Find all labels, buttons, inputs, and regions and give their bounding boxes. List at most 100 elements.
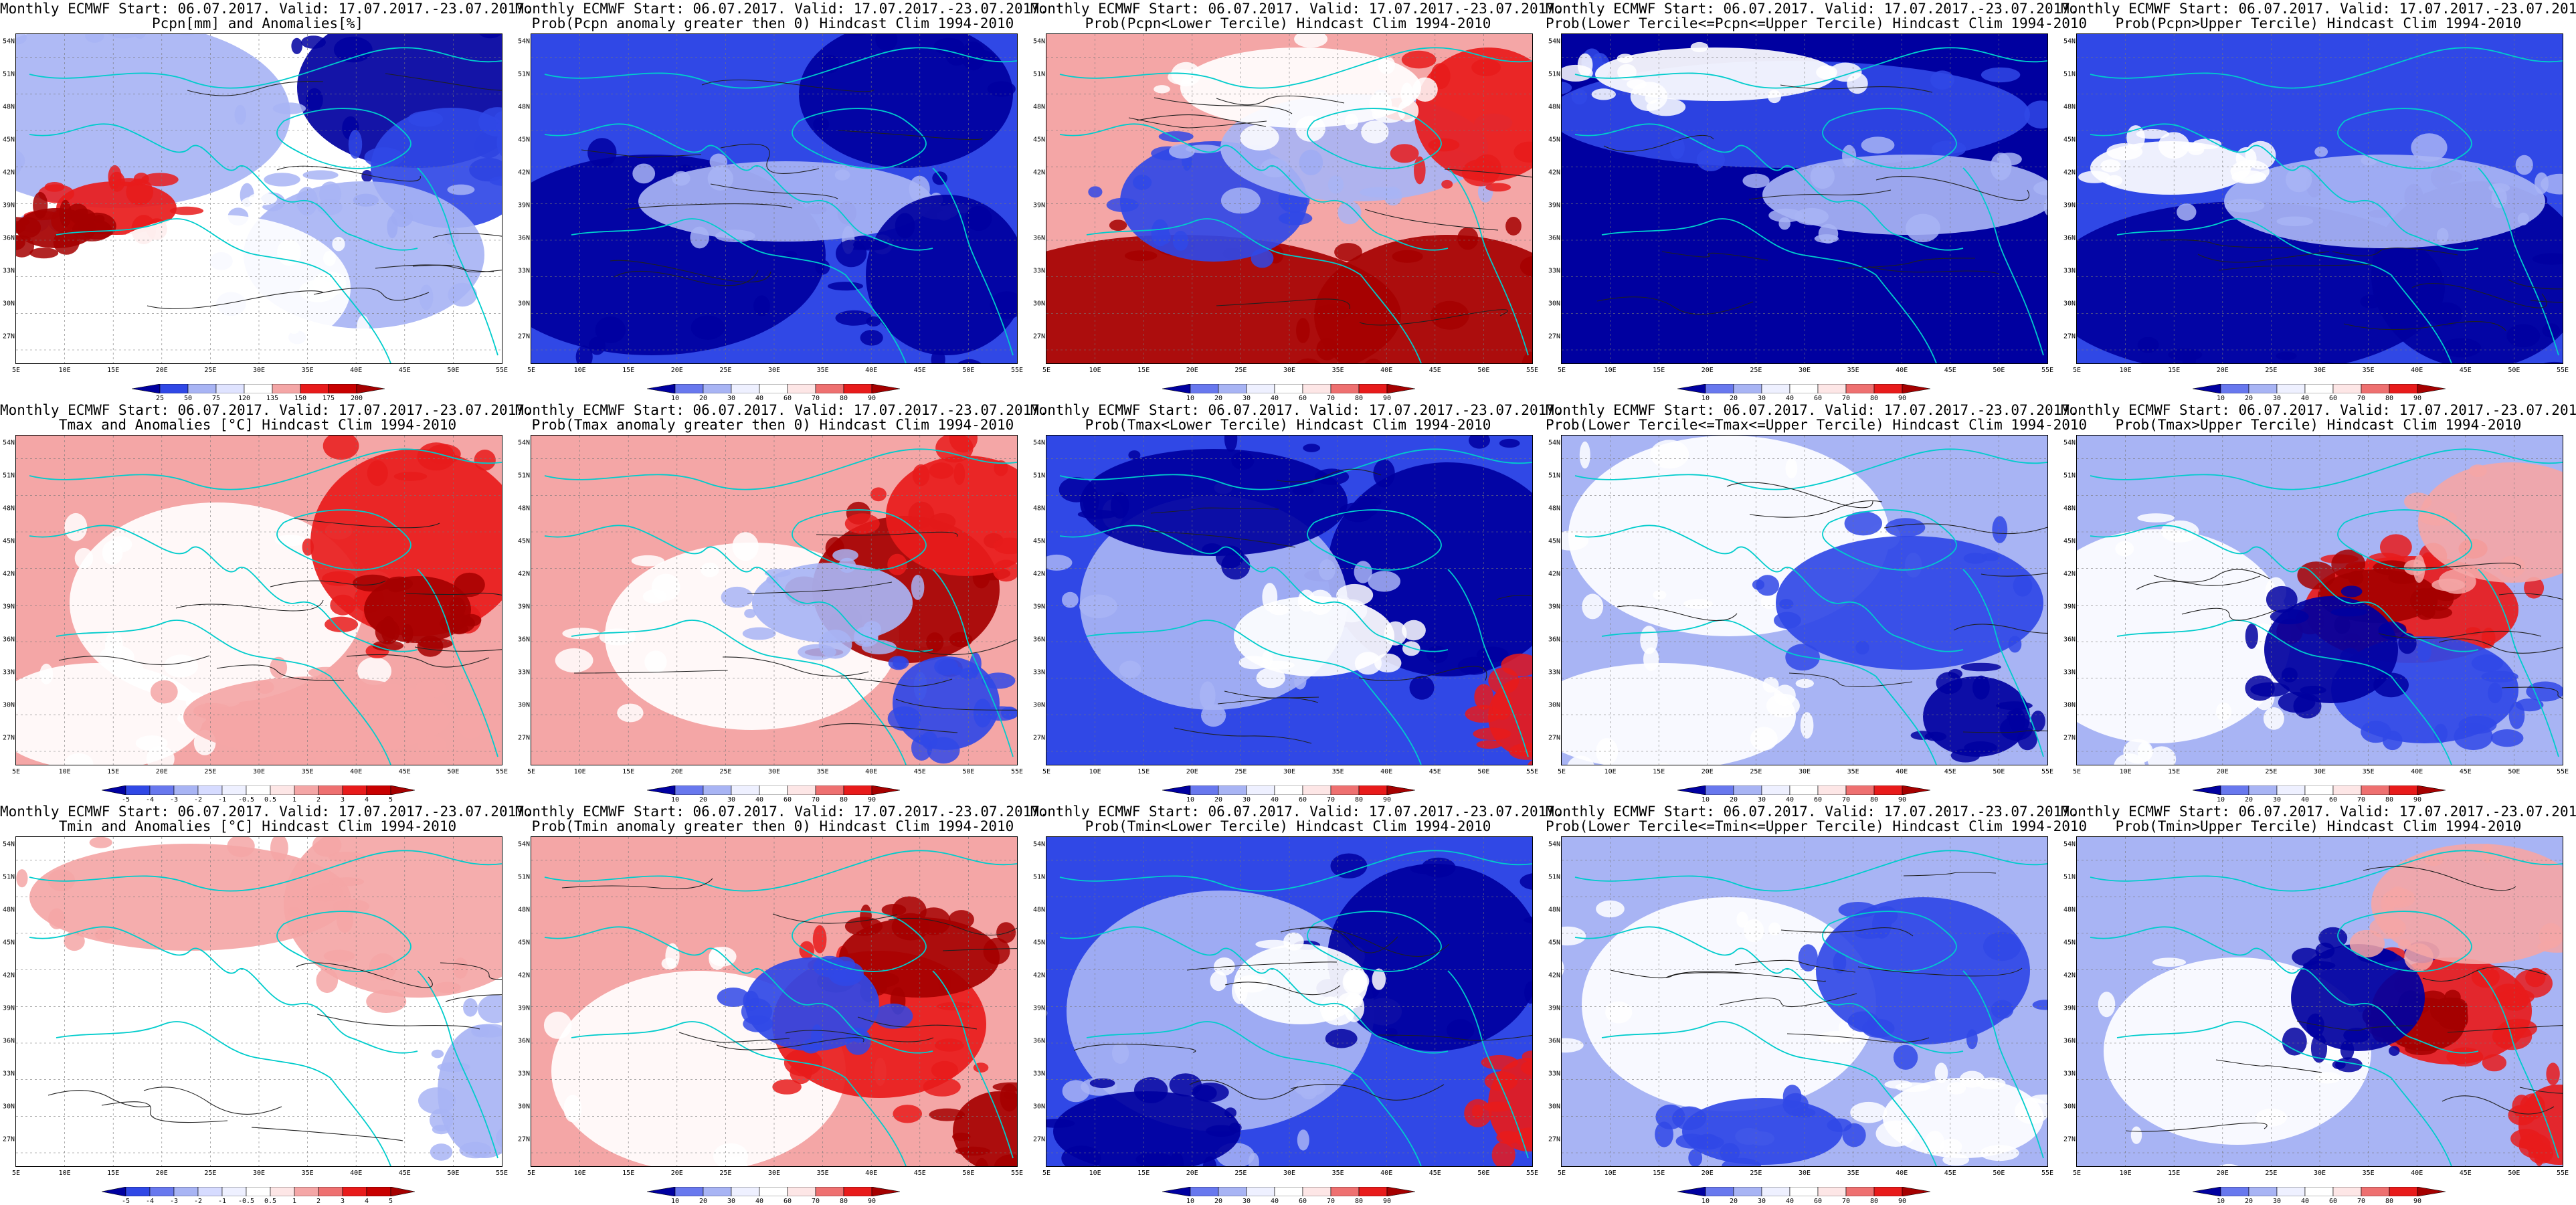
panel-title-line2: Prob(Tmax>Upper Tercile) Hindcast Clim 1… xyxy=(2061,418,2576,433)
lon-tick-label: 5E xyxy=(527,768,535,775)
lon-tick-label: 20E xyxy=(2217,768,2229,775)
lat-tick-label: 54N xyxy=(2061,440,2076,447)
colorbar xyxy=(1162,785,1415,795)
lon-tick-label: 45E xyxy=(914,768,926,775)
lon-tick-label: 5E xyxy=(1558,1170,1566,1177)
lat-tick-label: 36N xyxy=(1030,636,1045,644)
colorbar-swatch xyxy=(2417,384,2446,393)
colorbar-swatches xyxy=(2193,1187,2446,1196)
colorbar-swatch xyxy=(2193,384,2221,393)
panel-title-line1: Monthly ECMWF Start: 06.07.2017. Valid: … xyxy=(515,804,1030,820)
colorbar-swatch xyxy=(1706,1187,1734,1196)
lat-tick-label: 45N xyxy=(515,538,530,545)
lat-tick-label: 51N xyxy=(1546,874,1560,881)
colorbar-swatch xyxy=(1818,384,1846,393)
colorbar-swatch xyxy=(1247,1187,1275,1196)
lat-tick-label: 33N xyxy=(2061,268,2076,275)
colorbar-swatch xyxy=(1275,384,1303,393)
lon-tick-label: 15E xyxy=(2168,1170,2180,1177)
lon-tick-label: 20E xyxy=(671,768,683,775)
lat-tick-label: 36N xyxy=(1546,235,1560,242)
colorbar-label: 30 xyxy=(727,1198,735,1205)
colorbar-label: 30 xyxy=(1243,1198,1251,1205)
lon-tick-label: 5E xyxy=(12,367,20,374)
lat-tick-label: 51N xyxy=(1030,874,1045,881)
lon-tick-label: 35E xyxy=(1332,367,1344,374)
panel-title-line2: Prob(Pcpn anomaly greater then 0) Hindca… xyxy=(515,16,1030,31)
colorbar-label: 10 xyxy=(671,1198,679,1205)
lon-tick-label: 25E xyxy=(719,768,731,775)
lat-tick-label: 33N xyxy=(515,1071,530,1078)
lat-tick-label: 33N xyxy=(1030,1071,1045,1078)
lon-tick-label: 55E xyxy=(2041,1170,2053,1177)
lat-tick-label: 27N xyxy=(515,735,530,742)
lat-tick-label: 51N xyxy=(1546,472,1560,480)
lat-tick-label: 27N xyxy=(515,333,530,341)
lon-tick-label: 20E xyxy=(671,1170,683,1177)
panel-title-line1: Monthly ECMWF Start: 06.07.2017. Valid: … xyxy=(1546,403,2061,418)
map-plot xyxy=(15,435,502,765)
colorbar-label: 80 xyxy=(840,1198,848,1205)
lon-tick-label: 55E xyxy=(1526,1170,1538,1177)
lat-tick-label: 36N xyxy=(515,636,530,644)
colorbar-label: 60 xyxy=(784,1198,792,1205)
colorbar-label: 20 xyxy=(1730,1198,1738,1205)
colorbar-label: 40 xyxy=(1786,1198,1794,1205)
colorbar xyxy=(132,384,385,393)
lat-tick-label: 39N xyxy=(0,1005,15,1012)
lat-tick-label: 51N xyxy=(1030,71,1045,78)
lon-tick-label: 40E xyxy=(1896,768,1908,775)
colorbar-swatch xyxy=(816,785,844,795)
lon-tick-label: 30E xyxy=(1283,367,1295,374)
lat-tick-label: 42N xyxy=(2061,972,2076,980)
colorbar-label: 90 xyxy=(1898,1198,1906,1205)
colorbar-label: 30 xyxy=(2273,1198,2281,1205)
lat-tick-label: 30N xyxy=(1546,1103,1560,1111)
colorbar-swatch xyxy=(2221,1187,2249,1196)
map-field xyxy=(16,837,502,1166)
lon-tick-label: 10E xyxy=(574,768,586,775)
map-plot xyxy=(1046,33,1533,364)
colorbar-swatch xyxy=(1902,384,1930,393)
colorbar-swatch xyxy=(1734,384,1762,393)
lat-tick-label: 30N xyxy=(1030,300,1045,308)
lat-tick-label: 30N xyxy=(515,300,530,308)
lat-tick-label: 45N xyxy=(1546,939,1560,947)
lon-tick-label: 20E xyxy=(1186,1170,1198,1177)
lon-tick-label: 25E xyxy=(719,367,731,374)
colorbar-swatch xyxy=(1162,785,1190,795)
colorbar-swatch xyxy=(198,785,222,795)
lat-tick-label: 36N xyxy=(515,235,530,242)
lon-tick-label: 35E xyxy=(817,1170,829,1177)
map-panel-tmin-2: Monthly ECMWF Start: 06.07.2017. Valid: … xyxy=(515,803,1030,1204)
colorbar xyxy=(2193,1187,2446,1196)
colorbar-swatch xyxy=(318,785,343,795)
map-plot xyxy=(15,836,502,1167)
colorbar-label: 1 xyxy=(292,1198,296,1205)
colorbar-label: 60 xyxy=(1299,1198,1307,1205)
lon-tick-label: 55E xyxy=(1526,367,1538,374)
lat-tick-label: 33N xyxy=(1030,268,1045,275)
lat-tick-label: 54N xyxy=(1030,38,1045,45)
colorbar-swatch xyxy=(1303,1187,1331,1196)
lat-tick-label: 42N xyxy=(1546,571,1560,578)
colorbar-swatch xyxy=(731,785,759,795)
lat-tick-label: 51N xyxy=(2061,874,2076,881)
colorbar-swatch xyxy=(2249,384,2277,393)
lon-tick-label: 40E xyxy=(1896,1170,1908,1177)
lat-tick-label: 30N xyxy=(1030,702,1045,709)
lon-tick-label: 10E xyxy=(1089,367,1101,374)
panel-title-line1: Monthly ECMWF Start: 06.07.2017. Valid: … xyxy=(1546,1,2061,17)
lon-tick-label: 15E xyxy=(1653,768,1665,775)
colorbar-label: 5 xyxy=(389,1198,393,1205)
lat-tick-label: 33N xyxy=(0,669,15,676)
lat-tick-label: 42N xyxy=(2061,571,2076,578)
lat-tick-label: 54N xyxy=(0,440,15,447)
lon-tick-label: 10E xyxy=(574,367,586,374)
lat-tick-label: 33N xyxy=(0,268,15,275)
colorbar-swatch xyxy=(1162,384,1190,393)
colorbar-swatch xyxy=(759,384,788,393)
colorbar-swatches xyxy=(2193,785,2446,795)
lat-tick-label: 45N xyxy=(0,136,15,144)
lon-tick-label: 40E xyxy=(350,768,362,775)
